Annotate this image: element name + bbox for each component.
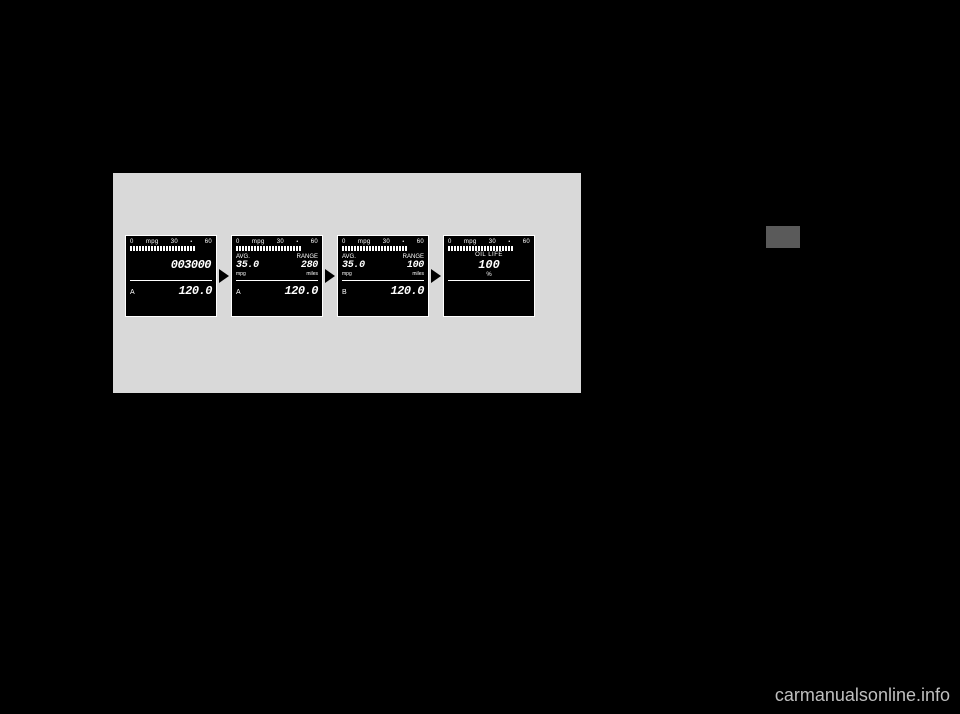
scale-ticks [342, 246, 424, 251]
scale-30: 30 [489, 239, 496, 245]
scale-30: 30 [171, 239, 178, 245]
scale-0: 0 [448, 239, 452, 245]
section-tab [766, 226, 800, 248]
mpg-scale: 0 mpg 30 • 60 [236, 239, 318, 245]
range-value: 100 [407, 260, 424, 271]
scale-unit: mpg [146, 239, 159, 245]
mpg-scale: 0 mpg 30 • 60 [342, 239, 424, 245]
trip-row: A 120.0 [236, 280, 318, 298]
avg-value: 35.0 [342, 260, 365, 271]
display-row: 0 mpg 30 • 60 003000 A 120.0 [113, 173, 581, 317]
trip-value: 120.0 [284, 284, 318, 298]
scale-dot: • [296, 239, 298, 245]
arrow-right-icon [429, 269, 443, 283]
scale-unit: mpg [252, 239, 265, 245]
oil-life-unit: % [486, 272, 491, 278]
scale-unit: mpg [358, 239, 371, 245]
scale-0: 0 [236, 239, 240, 245]
scale-dot: • [190, 239, 192, 245]
avg-range-row: AVG. RANGE 35.0 280 mpg miles [236, 253, 318, 277]
watermark-text: carmanualsonline.info [775, 685, 950, 706]
empty-bottom [448, 280, 530, 300]
trip-label: A [236, 289, 241, 296]
avg-unit: mpg [342, 271, 352, 277]
scale-dot: • [508, 239, 510, 245]
display-odometer: 0 mpg 30 • 60 003000 A 120.0 [125, 235, 217, 317]
trip-value: 120.0 [390, 284, 424, 298]
trip-row: B 120.0 [342, 280, 424, 298]
scale-dot: • [402, 239, 404, 245]
avg-unit: mpg [236, 271, 246, 277]
arrow-right-icon [323, 269, 337, 283]
scale-60: 60 [523, 239, 530, 245]
scale-ticks [236, 246, 318, 251]
scale-30: 30 [277, 239, 284, 245]
scale-60: 60 [417, 239, 424, 245]
mpg-scale: 0 mpg 30 • 60 [130, 239, 212, 245]
scale-60: 60 [311, 239, 318, 245]
scale-0: 0 [342, 239, 346, 245]
scale-unit: mpg [464, 239, 477, 245]
mpg-scale: 0 mpg 30 • 60 [448, 239, 530, 245]
page: 0 mpg 30 • 60 003000 A 120.0 [0, 0, 960, 714]
scale-ticks [448, 246, 530, 251]
scale-60: 60 [205, 239, 212, 245]
scale-30: 30 [383, 239, 390, 245]
trip-value: 120.0 [178, 284, 212, 298]
odometer-row: 003000 [130, 253, 212, 277]
trip-label: B [342, 289, 347, 296]
avg-range-row: AVG. RANGE 35.0 100 mpg miles [342, 253, 424, 277]
scale-0: 0 [130, 239, 134, 245]
range-unit: miles [412, 271, 424, 277]
display-oil-life: 0 mpg 30 • 60 OIL LIFE 100 % [443, 235, 535, 317]
oil-life-value: 100 [478, 258, 500, 272]
oil-life-row: OIL LIFE 100 % [448, 253, 530, 277]
trip-row: A 120.0 [130, 280, 212, 298]
trip-label: A [130, 289, 135, 296]
return-arrow-icon [323, 493, 645, 503]
avg-value: 35.0 [236, 260, 259, 271]
scale-ticks [130, 246, 212, 251]
range-unit: miles [306, 271, 318, 277]
display-sequence-diagram: 0 mpg 30 • 60 003000 A 120.0 [113, 173, 581, 393]
range-value: 280 [301, 260, 318, 271]
display-avg-range-b: 0 mpg 30 • 60 AVG. RANGE 35.0 100 [337, 235, 429, 317]
odometer-value: 003000 [130, 258, 212, 272]
display-avg-range-a: 0 mpg 30 • 60 AVG. RANGE 35.0 280 [231, 235, 323, 317]
arrow-right-icon [217, 269, 231, 283]
